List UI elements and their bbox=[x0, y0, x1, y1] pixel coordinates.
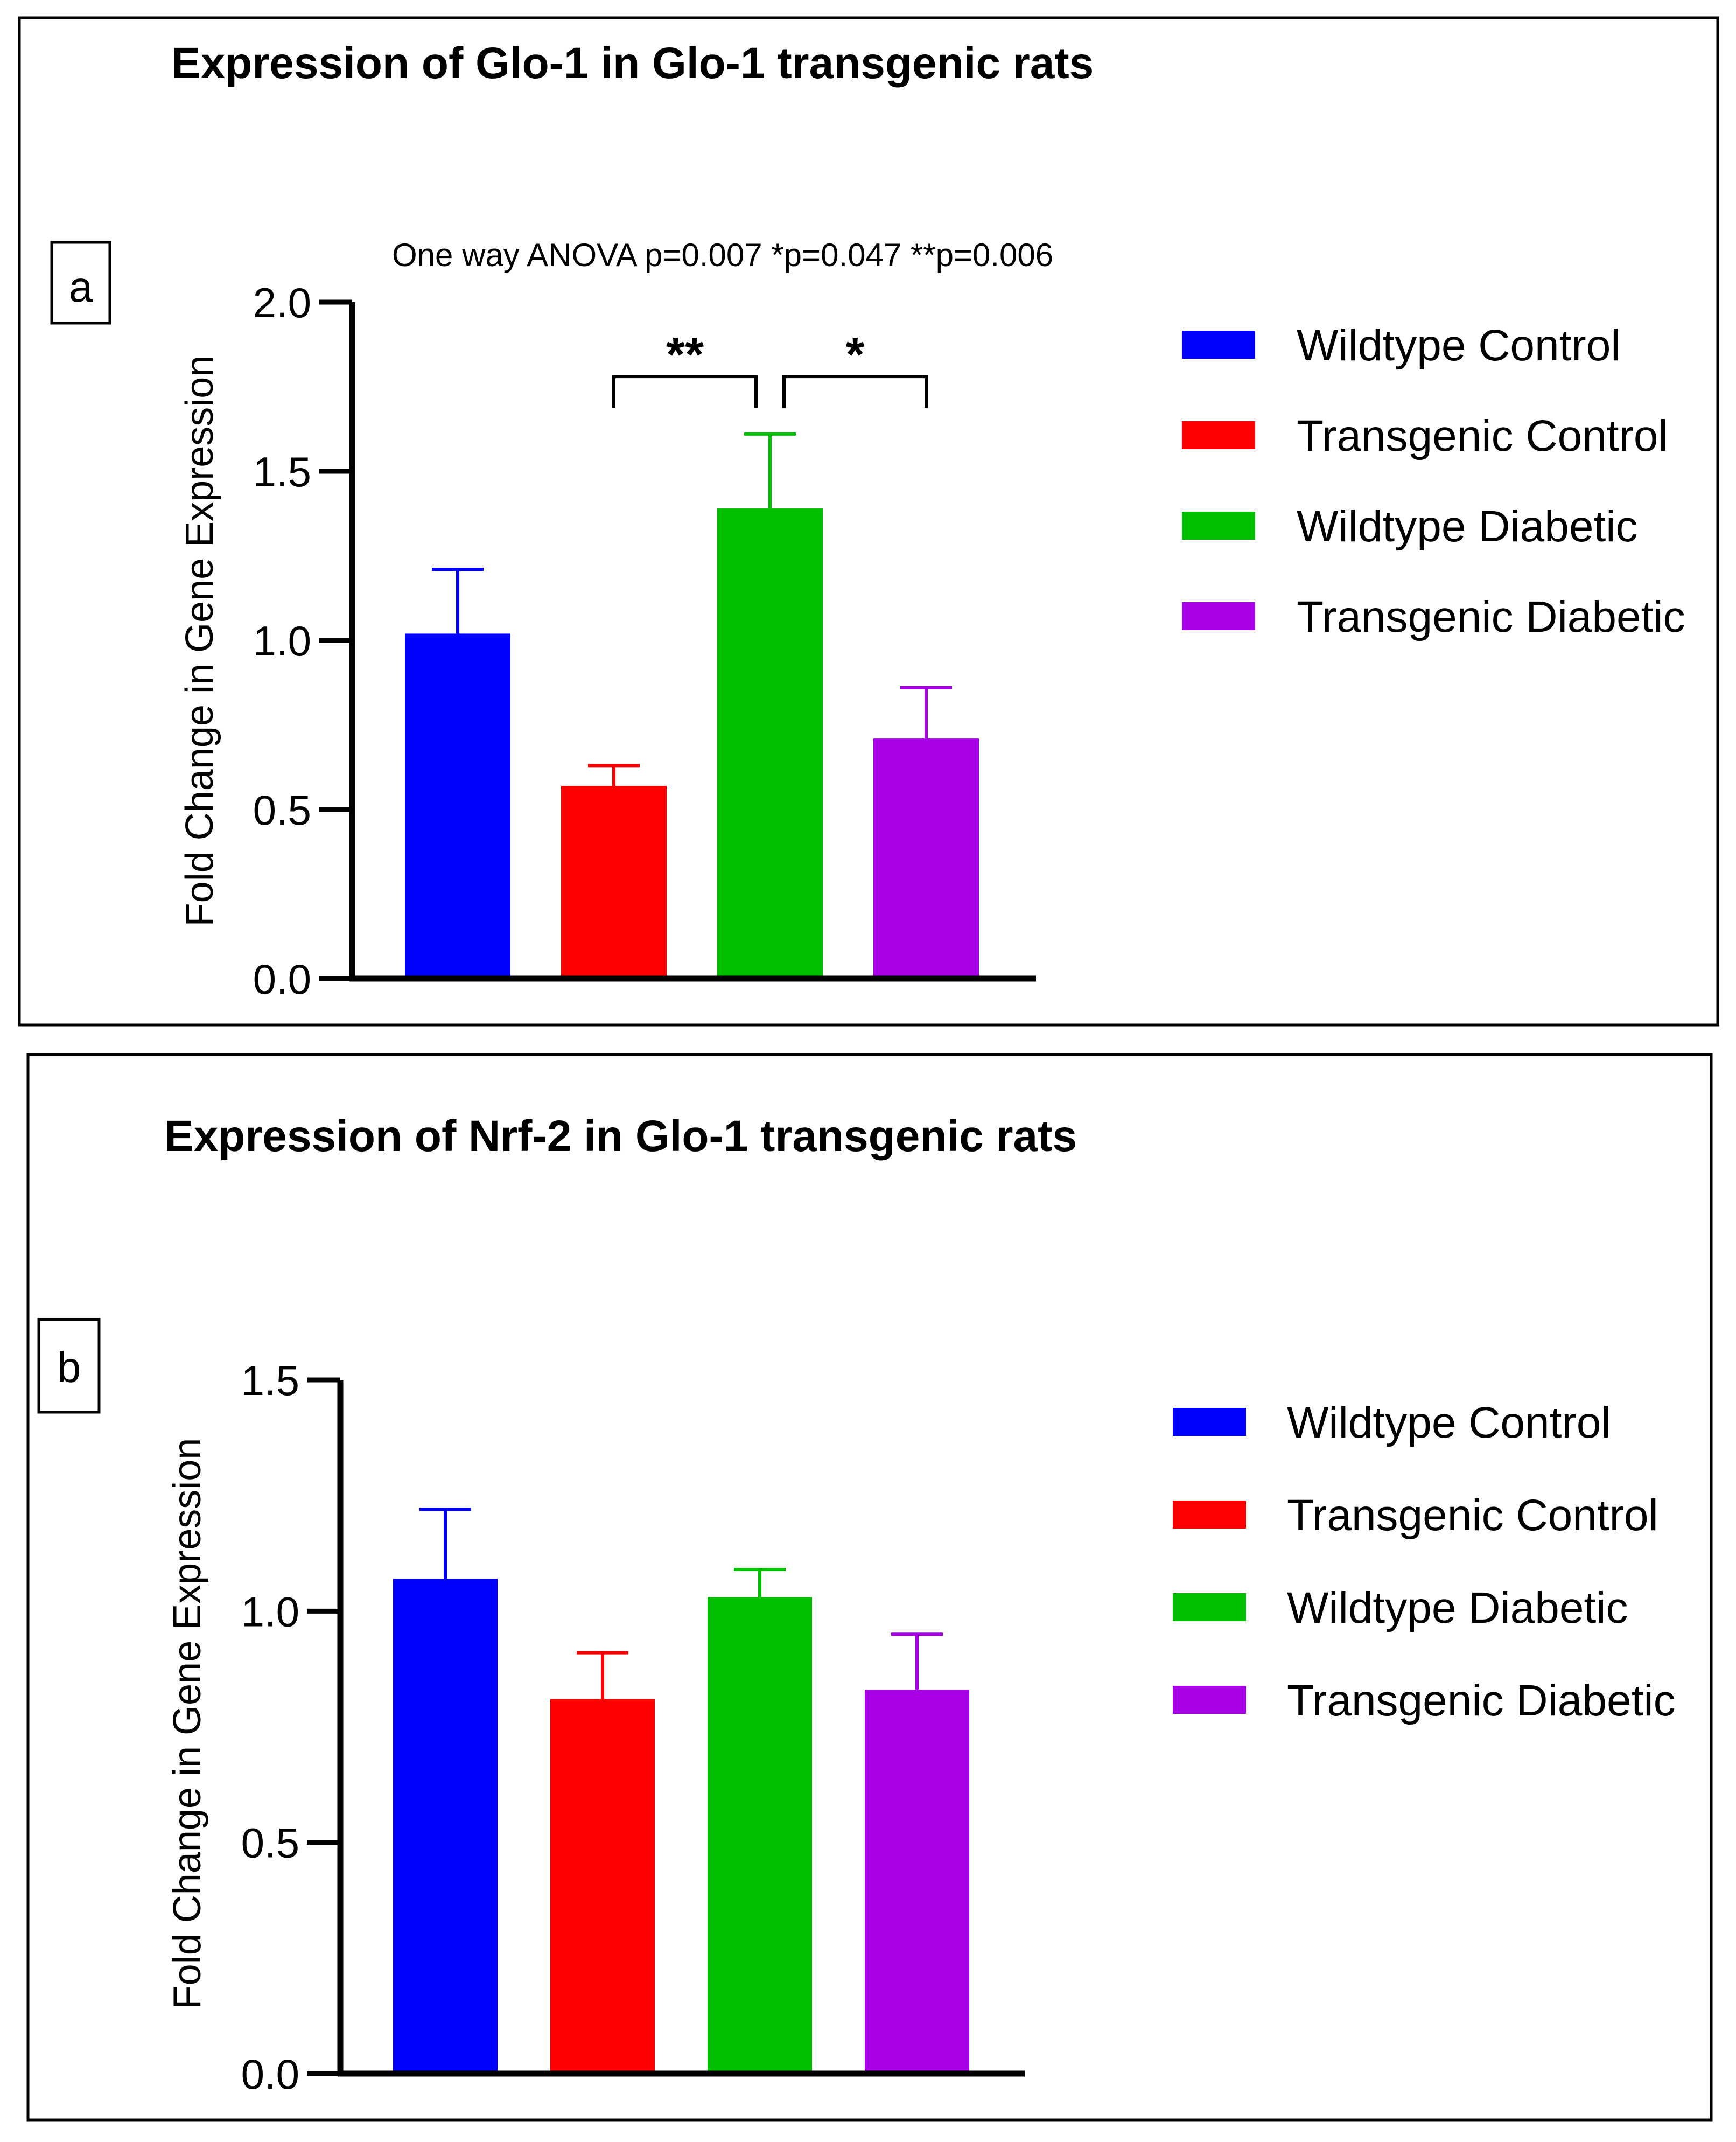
chart1-legend-swatch-3 bbox=[1173, 1686, 1246, 1714]
chart0-legend-label-2: Wildtype Diabetic bbox=[1297, 502, 1637, 551]
chart0-bar-3 bbox=[873, 738, 979, 979]
chart1-legend-swatch-1 bbox=[1173, 1501, 1246, 1529]
chart0-ytick-label-3: 1.5 bbox=[253, 448, 311, 496]
chart0-sig-label-1: * bbox=[845, 328, 864, 382]
chart0-legend-swatch-0 bbox=[1182, 331, 1255, 359]
chart1-ytick-label-0: 0.0 bbox=[241, 2050, 299, 2098]
panel-a-label-box bbox=[50, 241, 111, 325]
chart0-ytick-label-2: 1.0 bbox=[253, 617, 311, 665]
panel-a-ylabel: Fold Change in Gene Expression bbox=[178, 355, 221, 927]
panel-b-title: Expression of Nrf-2 in Glo-1 transgenic … bbox=[164, 1112, 1077, 1161]
chart0-ytick-label-1: 0.5 bbox=[253, 786, 311, 834]
panel-a-title: Expression of Glo-1 in Glo-1 transgenic … bbox=[171, 39, 1094, 88]
panel-a-annotation: One way ANOVA p=0.007 *p=0.047 **p=0.006 bbox=[392, 237, 1053, 273]
chart0-legend-swatch-1 bbox=[1182, 421, 1255, 449]
panel-b-label-box bbox=[37, 1318, 101, 1414]
chart1-ytick-label-2: 1.0 bbox=[241, 1588, 299, 1635]
chart0-ytick-label-4: 2.0 bbox=[253, 279, 311, 326]
chart1-ytick-label-3: 1.5 bbox=[241, 1357, 299, 1404]
chart0-bar-2 bbox=[717, 508, 823, 979]
chart0-bar-1 bbox=[561, 786, 667, 979]
panel-b-plot: 0.0 0.5 1.0 1.5 bbox=[241, 1357, 1025, 2098]
panel-b-frame bbox=[26, 1053, 1713, 2122]
chart0-legend-label-0: Wildtype Control bbox=[1297, 321, 1621, 370]
chart0-sig-bracket-1 bbox=[782, 375, 928, 408]
chart1-bar-1 bbox=[550, 1699, 655, 2074]
chart1-bar-2 bbox=[708, 1597, 812, 2074]
panel-a: Expression of Glo-1 in Glo-1 transgenic … bbox=[18, 16, 1719, 1027]
panel-b: Expression of Nrf-2 in Glo-1 transgenic … bbox=[26, 1053, 1713, 2122]
chart0-sig-label-0: ** bbox=[666, 328, 704, 382]
chart1-legend-swatch-0 bbox=[1173, 1408, 1246, 1436]
chart1-legend-label-0: Wildtype Control bbox=[1287, 1398, 1611, 1447]
chart1-bar-0 bbox=[393, 1579, 498, 2074]
chart1-legend-label-2: Wildtype Diabetic bbox=[1287, 1583, 1628, 1632]
panel-b-label: b bbox=[57, 1343, 81, 1391]
chart0-ytick-label-0: 0.0 bbox=[253, 955, 311, 1003]
panel-a-label: a bbox=[69, 263, 93, 311]
chart1-legend-swatch-2 bbox=[1173, 1593, 1246, 1621]
chart0-sig-bracket-0 bbox=[612, 375, 758, 408]
chart0-legend-swatch-2 bbox=[1182, 512, 1255, 540]
chart1-bar-3 bbox=[865, 1690, 969, 2074]
panel-a-frame bbox=[18, 16, 1719, 1027]
panel-b-ylabel: Fold Change in Gene Expression bbox=[166, 1438, 209, 2010]
chart1-legend-label-1: Transgenic Control bbox=[1287, 1491, 1658, 1540]
chart1-legend-label-3: Transgenic Diabetic bbox=[1287, 1676, 1676, 1725]
chart0-legend-label-3: Transgenic Diabetic bbox=[1297, 592, 1685, 641]
panel-a-legend: Wildtype Control Transgenic Control Wildty… bbox=[1182, 321, 1685, 641]
chart1-ytick-label-1: 0.5 bbox=[241, 1819, 299, 1867]
chart0-bar-0 bbox=[405, 633, 510, 979]
panel-a-plot: 0.00.51.01.52.0** * bbox=[253, 279, 1036, 1003]
panel-b-legend: Wildtype Control Transgenic Control Wildty… bbox=[1173, 1398, 1676, 1725]
chart0-legend-label-1: Transgenic Control bbox=[1297, 411, 1668, 461]
chart0-legend-swatch-3 bbox=[1182, 602, 1255, 630]
